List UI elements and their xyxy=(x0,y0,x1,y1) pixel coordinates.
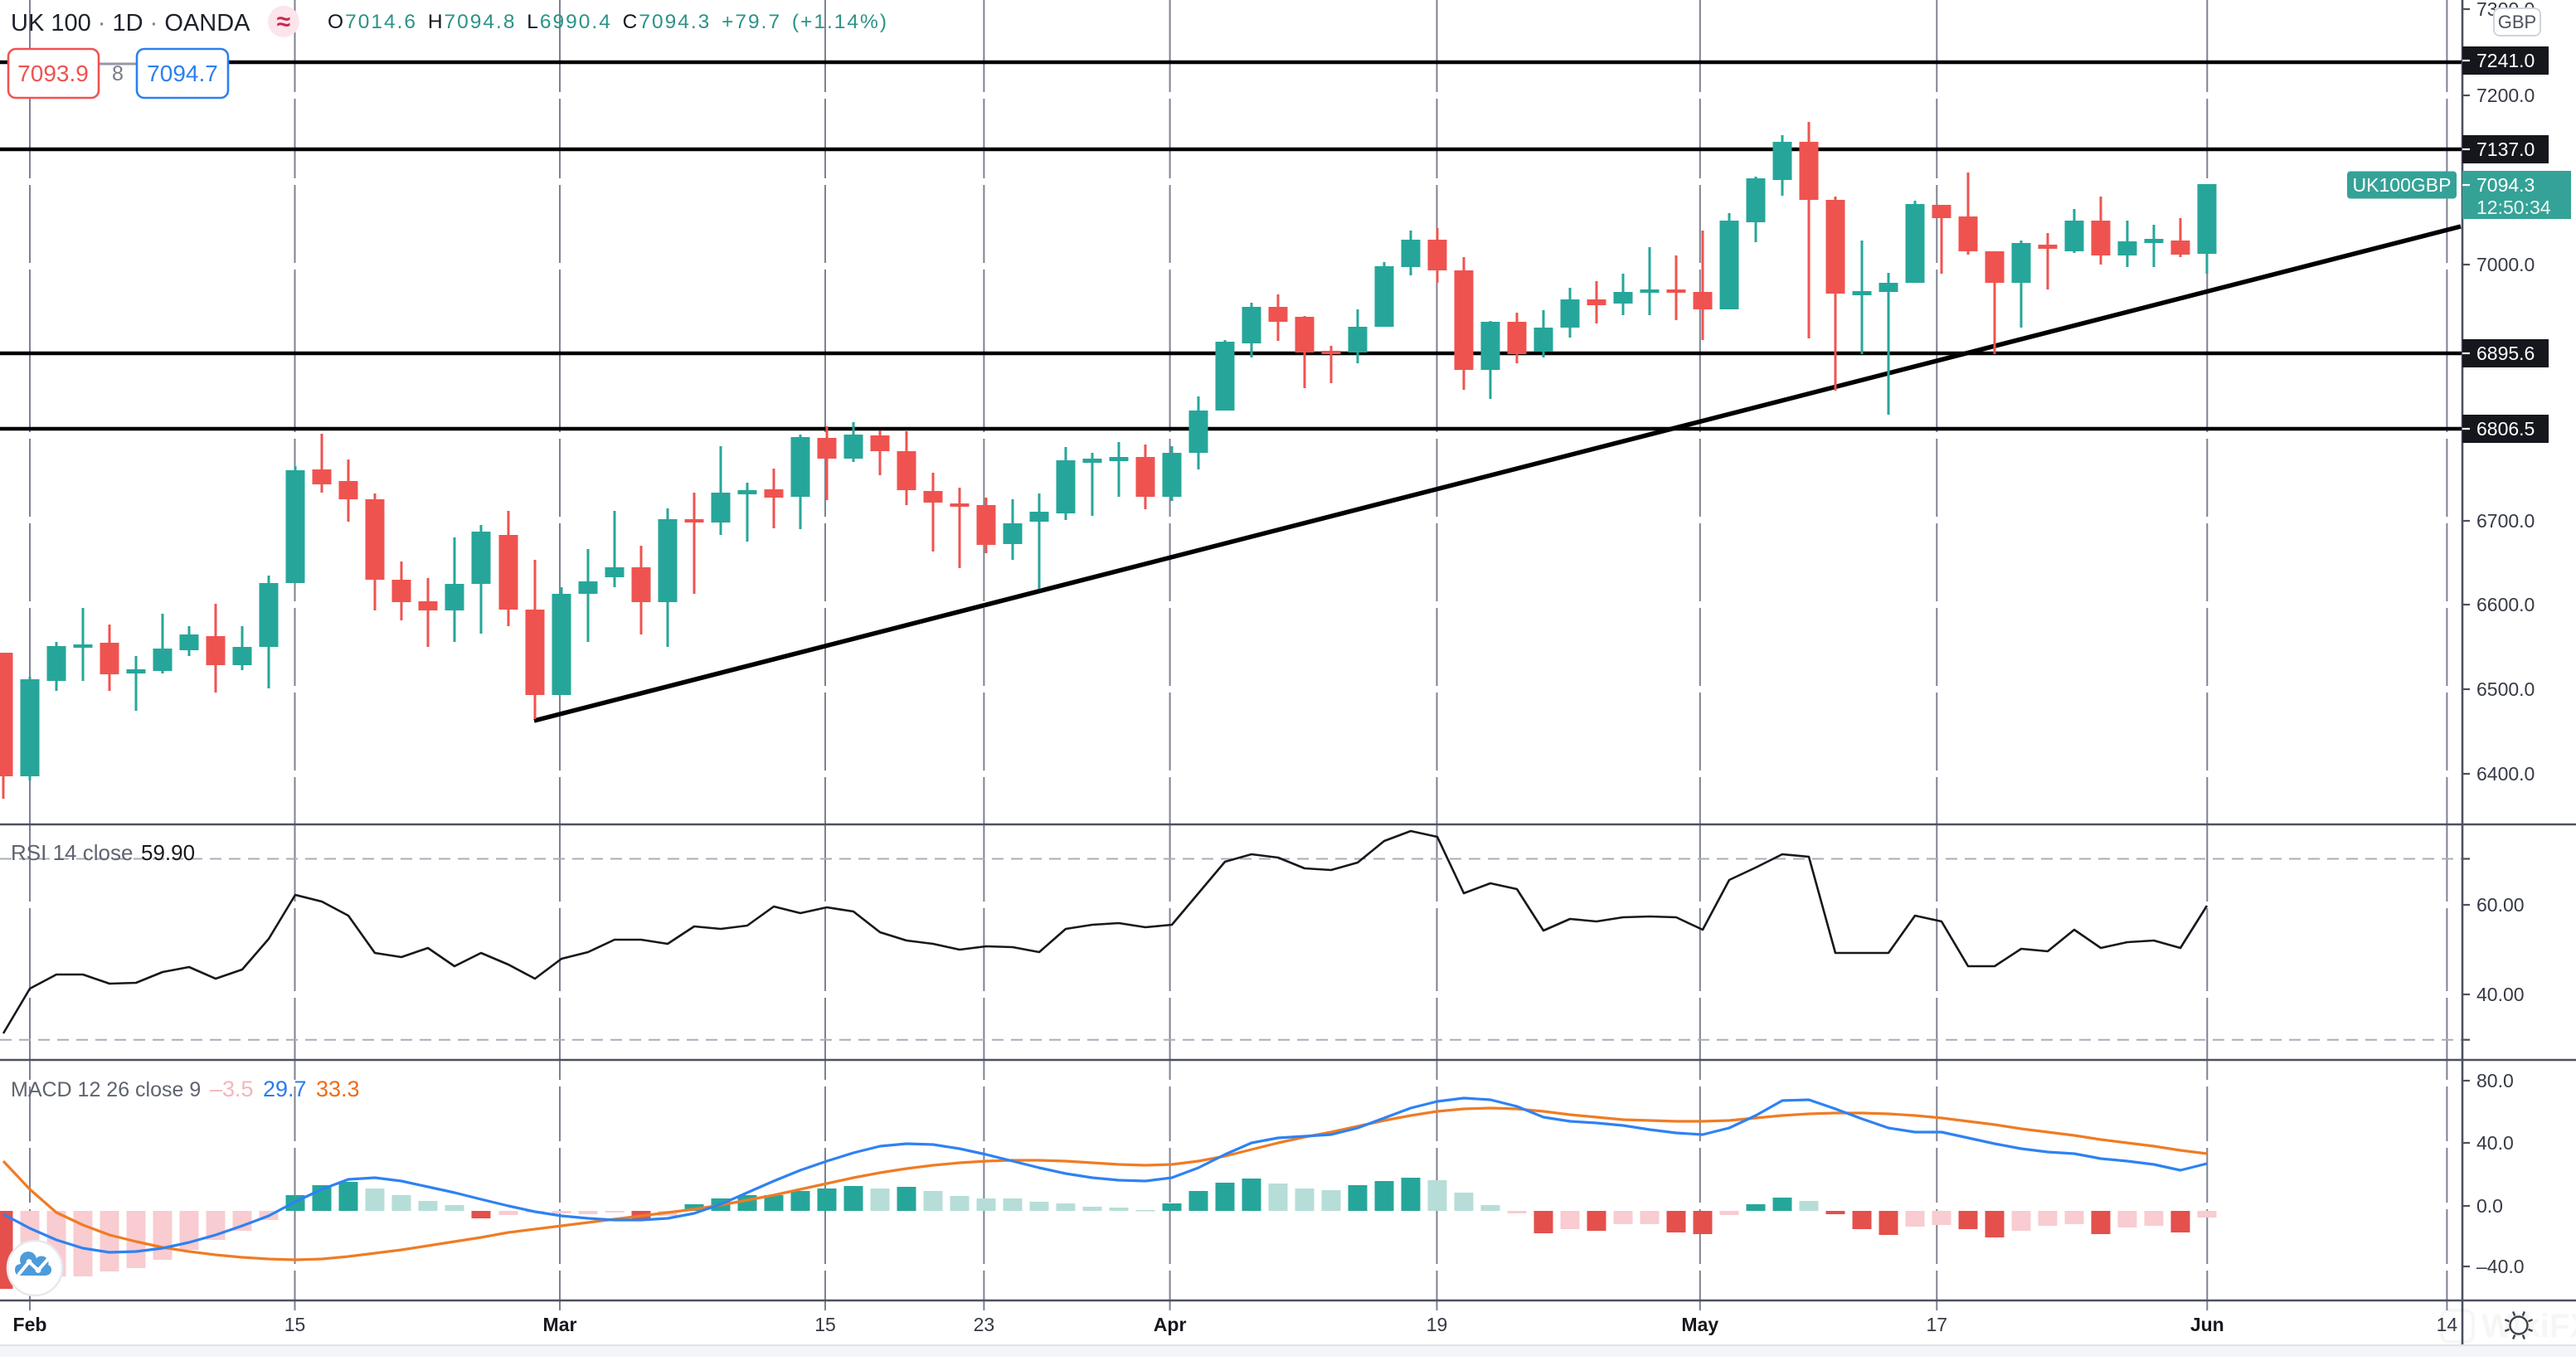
svg-text:MACD 12 26 close 9: MACD 12 26 close 9 xyxy=(11,1078,201,1101)
svg-text:Feb: Feb xyxy=(13,1314,47,1335)
svg-text:O7014.6 H7094.8 L6990.4 C7094.: O7014.6 H7094.8 L6990.4 C7094.3 +79.7 (+… xyxy=(328,11,888,33)
svg-text:6500.0: 6500.0 xyxy=(2476,678,2535,700)
svg-text:7241.0: 7241.0 xyxy=(2476,50,2535,71)
svg-text:GBP: GBP xyxy=(2498,12,2536,32)
svg-text:19: 19 xyxy=(1427,1314,1448,1335)
svg-text:80.0: 80.0 xyxy=(2476,1070,2514,1091)
svg-text:23: 23 xyxy=(974,1314,995,1335)
svg-text:UK100GBP: UK100GBP xyxy=(2353,174,2452,196)
svg-text:7094.3: 7094.3 xyxy=(2476,174,2535,196)
svg-text:≈: ≈ xyxy=(277,8,290,36)
svg-text:Apr: Apr xyxy=(1154,1314,1187,1335)
svg-text:8: 8 xyxy=(112,62,124,85)
svg-text:29.7: 29.7 xyxy=(263,1077,307,1101)
svg-text:15: 15 xyxy=(814,1314,836,1335)
svg-text:RSI 14 close: RSI 14 close xyxy=(11,840,133,865)
svg-text:33.3: 33.3 xyxy=(316,1077,360,1101)
svg-text:Mar: Mar xyxy=(543,1314,577,1335)
svg-text:6600.0: 6600.0 xyxy=(2476,594,2535,615)
svg-text:7093.9: 7093.9 xyxy=(17,61,89,86)
svg-text:40.00: 40.00 xyxy=(2476,984,2525,1005)
svg-text:UK 100 · 1D · OANDA: UK 100 · 1D · OANDA xyxy=(11,10,250,36)
svg-text:6806.5: 6806.5 xyxy=(2476,418,2535,440)
svg-text:7200.0: 7200.0 xyxy=(2476,85,2535,106)
svg-text:60.00: 60.00 xyxy=(2476,894,2525,916)
svg-text:12:50:34: 12:50:34 xyxy=(2476,197,2551,218)
svg-text:–3.5: –3.5 xyxy=(210,1077,254,1101)
svg-text:40.0: 40.0 xyxy=(2476,1132,2514,1154)
svg-text:7000.0: 7000.0 xyxy=(2476,254,2535,275)
svg-text:WikiFX: WikiFX xyxy=(2481,1308,2576,1344)
svg-text:–40.0: –40.0 xyxy=(2476,1256,2525,1277)
svg-text:May: May xyxy=(1681,1314,1718,1335)
svg-text:7094.7: 7094.7 xyxy=(147,61,218,86)
svg-text:0.0: 0.0 xyxy=(2476,1195,2503,1217)
svg-text:6400.0: 6400.0 xyxy=(2476,763,2535,785)
svg-text:59.90: 59.90 xyxy=(141,840,195,865)
svg-text:6895.6: 6895.6 xyxy=(2476,343,2535,364)
svg-text:Jun: Jun xyxy=(2190,1314,2224,1335)
svg-text:14: 14 xyxy=(2437,1314,2458,1335)
svg-text:15: 15 xyxy=(284,1314,306,1335)
svg-text:6700.0: 6700.0 xyxy=(2476,510,2535,532)
svg-text:7137.0: 7137.0 xyxy=(2476,139,2535,160)
svg-text:17: 17 xyxy=(1927,1314,1948,1335)
